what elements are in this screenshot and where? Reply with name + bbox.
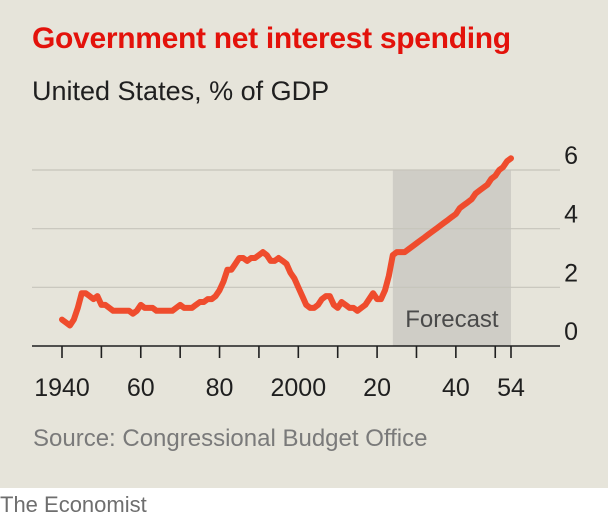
brand-credit: The Economist bbox=[0, 492, 147, 517]
x-tick-label: 54 bbox=[497, 374, 525, 402]
series-line bbox=[59, 155, 514, 329]
chart-panel: Government net interest spending United … bbox=[0, 0, 608, 488]
x-tick-label: 20 bbox=[363, 374, 391, 402]
chart-title: Government net interest spending bbox=[32, 22, 511, 55]
y-tick-label: 0 bbox=[564, 318, 578, 346]
x-tick-label: 40 bbox=[442, 374, 470, 402]
y-tick-label: 4 bbox=[564, 201, 578, 229]
x-tick-label: 80 bbox=[206, 374, 234, 402]
source-note: Source: Congressional Budget Office bbox=[33, 425, 428, 452]
y-tick-label: 2 bbox=[564, 259, 578, 287]
x-tick-label: 60 bbox=[127, 374, 155, 402]
x-tick-label: 2000 bbox=[271, 374, 327, 402]
x-tick-label: 1940 bbox=[34, 374, 90, 402]
y-tick-label: 6 bbox=[564, 142, 578, 170]
line-chart: Forecast 0 2 4 6 1940 60 80 2000 20 40 54 bbox=[32, 142, 578, 402]
forecast-label: Forecast bbox=[405, 306, 499, 333]
forecast-band bbox=[392, 170, 511, 346]
x-axis: 1940 60 80 2000 20 40 54 bbox=[32, 345, 560, 402]
y-axis-tick-labels: 0 2 4 6 bbox=[564, 142, 578, 346]
chart-subtitle: United States, % of GDP bbox=[32, 76, 330, 106]
forecast-band-layer: Forecast bbox=[392, 170, 511, 346]
series-layer bbox=[59, 155, 514, 329]
